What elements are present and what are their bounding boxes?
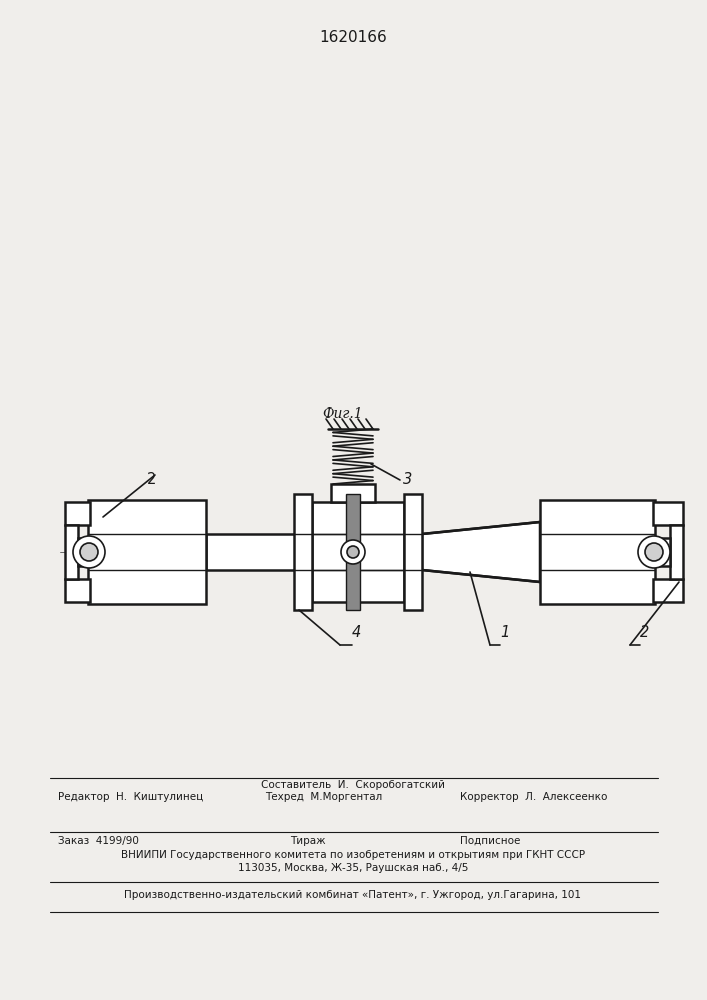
Circle shape — [645, 543, 663, 561]
Text: Производственно-издательский комбинат «Патент», г. Ужгород, ул.Гагарина, 101: Производственно-издательский комбинат «П… — [124, 890, 581, 900]
Circle shape — [341, 540, 365, 564]
Circle shape — [347, 546, 359, 558]
Text: Фиг.1: Фиг.1 — [322, 407, 363, 421]
Text: Заказ  4199/90: Заказ 4199/90 — [58, 836, 139, 846]
Bar — [65, 525, 78, 579]
Polygon shape — [422, 522, 540, 582]
Text: ВНИИПИ Государственного комитета по изобретениям и открытиям при ГКНТ СССР: ВНИИПИ Государственного комитета по изоб… — [121, 850, 585, 860]
Circle shape — [638, 536, 670, 568]
Text: 3: 3 — [403, 473, 412, 488]
Text: Подписное: Подписное — [460, 836, 520, 846]
Text: 1620166: 1620166 — [319, 30, 387, 45]
Bar — [540, 500, 655, 604]
Text: Корректор  Л.  Алексеенко: Корректор Л. Алексеенко — [460, 792, 607, 802]
Text: Тираж: Тираж — [290, 836, 326, 846]
Text: Редактор  Н.  Киштулинец: Редактор Н. Киштулинец — [58, 792, 203, 802]
Circle shape — [73, 536, 105, 568]
Bar — [294, 494, 312, 610]
Bar — [404, 494, 422, 610]
Bar — [653, 538, 670, 566]
Bar — [65, 579, 90, 602]
Text: 2: 2 — [640, 625, 649, 640]
Text: 2: 2 — [147, 472, 157, 487]
Bar — [312, 502, 404, 602]
Text: Техред  М.Моргентал: Техред М.Моргентал — [265, 792, 382, 802]
Bar — [206, 534, 296, 570]
Text: 113035, Москва, Ж-35, Раушская наб., 4/5: 113035, Москва, Ж-35, Раушская наб., 4/5 — [238, 863, 468, 873]
Bar — [670, 525, 683, 579]
Bar — [65, 502, 90, 525]
Text: 1: 1 — [500, 625, 509, 640]
Bar — [331, 484, 375, 502]
Text: 4: 4 — [352, 625, 361, 640]
Bar — [346, 494, 360, 610]
Bar — [653, 502, 683, 525]
Bar — [88, 500, 206, 604]
Bar — [78, 538, 90, 566]
Bar — [653, 579, 683, 602]
Circle shape — [80, 543, 98, 561]
Text: Составитель  И.  Скоробогатский: Составитель И. Скоробогатский — [261, 780, 445, 790]
